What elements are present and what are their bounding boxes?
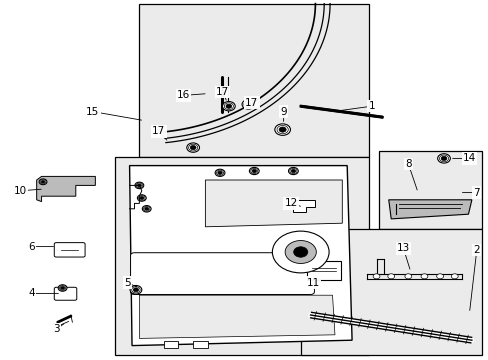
Text: 10: 10 — [14, 186, 27, 196]
Circle shape — [218, 171, 222, 175]
Bar — [163, 341, 178, 348]
FancyBboxPatch shape — [54, 243, 85, 257]
Circle shape — [61, 287, 64, 289]
FancyBboxPatch shape — [54, 287, 77, 300]
Bar — [300, 229, 481, 355]
Circle shape — [39, 179, 47, 185]
Circle shape — [137, 195, 146, 201]
Circle shape — [142, 206, 151, 212]
Circle shape — [450, 274, 457, 279]
Text: 15: 15 — [86, 107, 100, 117]
Text: 7: 7 — [472, 188, 479, 198]
Bar — [115, 157, 368, 355]
Text: 9: 9 — [280, 107, 286, 117]
Circle shape — [420, 274, 427, 279]
Circle shape — [137, 184, 141, 187]
Circle shape — [41, 180, 45, 183]
Text: 8: 8 — [404, 159, 411, 169]
Text: 12: 12 — [284, 198, 297, 208]
Circle shape — [293, 247, 307, 257]
Text: 17: 17 — [152, 126, 165, 136]
Bar — [378, 151, 481, 229]
Circle shape — [279, 127, 285, 132]
Polygon shape — [37, 176, 95, 202]
Text: 5: 5 — [123, 278, 130, 288]
Polygon shape — [205, 180, 342, 227]
Circle shape — [252, 170, 256, 173]
FancyBboxPatch shape — [306, 261, 341, 280]
Circle shape — [140, 197, 143, 199]
Circle shape — [190, 145, 196, 150]
Text: 17: 17 — [215, 87, 229, 97]
Circle shape — [440, 156, 446, 161]
Circle shape — [372, 274, 379, 279]
Circle shape — [133, 288, 138, 292]
Circle shape — [58, 285, 67, 291]
Text: 14: 14 — [462, 153, 475, 163]
Bar — [139, 4, 368, 157]
Circle shape — [222, 102, 235, 111]
Circle shape — [387, 274, 394, 279]
FancyBboxPatch shape — [130, 253, 314, 294]
Circle shape — [285, 240, 316, 264]
Text: 4: 4 — [28, 288, 35, 298]
Circle shape — [144, 207, 148, 210]
Circle shape — [242, 100, 254, 109]
Text: 3: 3 — [53, 324, 60, 334]
Text: 2: 2 — [472, 245, 479, 255]
Circle shape — [215, 169, 224, 176]
Circle shape — [272, 231, 328, 273]
Text: 1: 1 — [367, 101, 374, 111]
Circle shape — [245, 102, 251, 107]
Polygon shape — [129, 166, 351, 346]
Circle shape — [130, 285, 142, 294]
Circle shape — [437, 154, 449, 163]
Circle shape — [404, 274, 411, 279]
Text: 16: 16 — [176, 90, 190, 100]
Text: 17: 17 — [244, 98, 258, 108]
Circle shape — [186, 143, 199, 152]
Circle shape — [225, 104, 231, 108]
Text: 11: 11 — [305, 278, 319, 288]
Circle shape — [288, 167, 298, 175]
Circle shape — [249, 167, 259, 175]
Circle shape — [135, 182, 143, 189]
Polygon shape — [293, 200, 315, 212]
Circle shape — [436, 274, 443, 279]
Text: 6: 6 — [28, 242, 35, 252]
Polygon shape — [139, 295, 334, 338]
Bar — [193, 341, 207, 348]
Circle shape — [291, 170, 295, 173]
Polygon shape — [388, 200, 471, 219]
Circle shape — [274, 124, 290, 135]
Text: 13: 13 — [396, 243, 409, 253]
